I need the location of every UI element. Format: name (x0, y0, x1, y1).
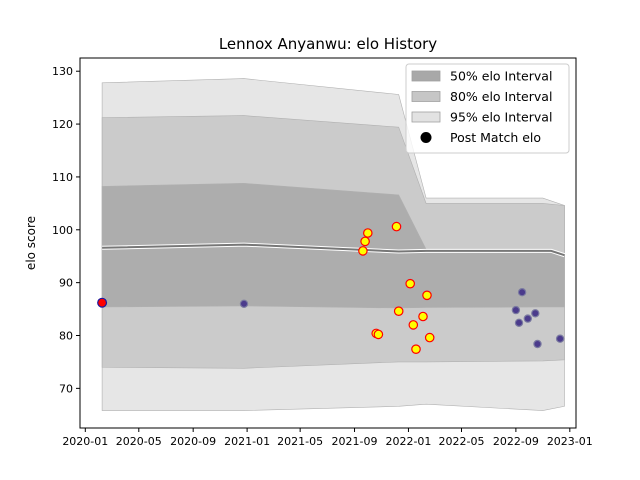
x-tick-label-1: 2020-05 (116, 435, 162, 448)
data-point-8 (393, 306, 404, 316)
y-tick-label-2: 90 (59, 277, 73, 290)
x-tick-label-5: 2021-09 (332, 435, 378, 448)
data-point-13 (422, 290, 432, 301)
legend-label-3: Post Match elo (450, 130, 541, 145)
legend-swatch-1 (411, 91, 441, 102)
data-point-9 (405, 278, 415, 289)
legend: 50% elo Interval 80% elo Interval 95% elo … (405, 63, 570, 154)
y-tick-label-6: 130 (52, 65, 73, 78)
data-point-14 (424, 332, 435, 343)
x-tick-label-4: 2021-05 (277, 435, 323, 448)
legend-label-2: 95% elo Interval (450, 110, 552, 125)
y-tick-label-5: 120 (52, 118, 73, 131)
data-point-11 (411, 344, 421, 354)
legend-swatch-2 (411, 111, 441, 123)
data-point-6 (373, 329, 384, 340)
mean-line (102, 243, 565, 257)
data-point-2 (358, 246, 368, 256)
x-tick-label-0: 2020-01 (62, 435, 108, 448)
legend-label-0: 50% elo Interval (450, 69, 552, 84)
x-tick-label-6: 2022-01 (385, 435, 431, 448)
y-tick-label-1: 80 (59, 330, 73, 343)
data-point-10 (408, 320, 419, 330)
x-tick-label-8: 2022-09 (493, 435, 539, 448)
mean-elo-line (102, 242, 566, 258)
data-point-12 (418, 311, 428, 322)
x-tick-label-2: 2020-09 (170, 435, 216, 448)
post-match-points (97, 221, 565, 354)
x-tick-label-7: 2022-05 (439, 435, 485, 448)
data-point-7 (391, 221, 402, 232)
x-tick-label-9: 2023-01 (547, 435, 593, 448)
data-point-20 (533, 339, 542, 349)
data-point-15 (511, 305, 521, 315)
x-tick-label-3: 2021-01 (224, 435, 270, 448)
data-point-1 (239, 299, 249, 308)
data-point-21 (555, 334, 565, 343)
plot-frame (79, 57, 577, 429)
chart-title: Lennox Anyanwu: elo History (219, 35, 437, 53)
legend-swatch-0 (411, 70, 441, 82)
interval-bands (101, 78, 565, 411)
data-point-0 (97, 297, 108, 308)
y-axis-label: elo score (24, 216, 38, 270)
data-point-16 (514, 318, 524, 327)
data-point-3 (360, 236, 370, 247)
y-tick-label-3: 100 (52, 224, 73, 237)
data-point-17 (517, 288, 527, 297)
y-tick-label-0: 70 (59, 382, 73, 395)
y-axis-ticks: 70 80 90 100 110 120 130 (52, 65, 80, 395)
x-axis-ticks: 2020-01 2020-05 2020-09 2021-01 2021-05 2021-… (62, 428, 593, 448)
data-point-19 (531, 309, 540, 318)
data-point-18 (523, 314, 533, 323)
data-point-4 (362, 228, 373, 238)
y-tick-label-4: 110 (52, 171, 73, 184)
legend-marker-3 (420, 132, 432, 143)
legend-box (405, 63, 570, 154)
legend-label-1: 80% elo Interval (450, 89, 552, 104)
